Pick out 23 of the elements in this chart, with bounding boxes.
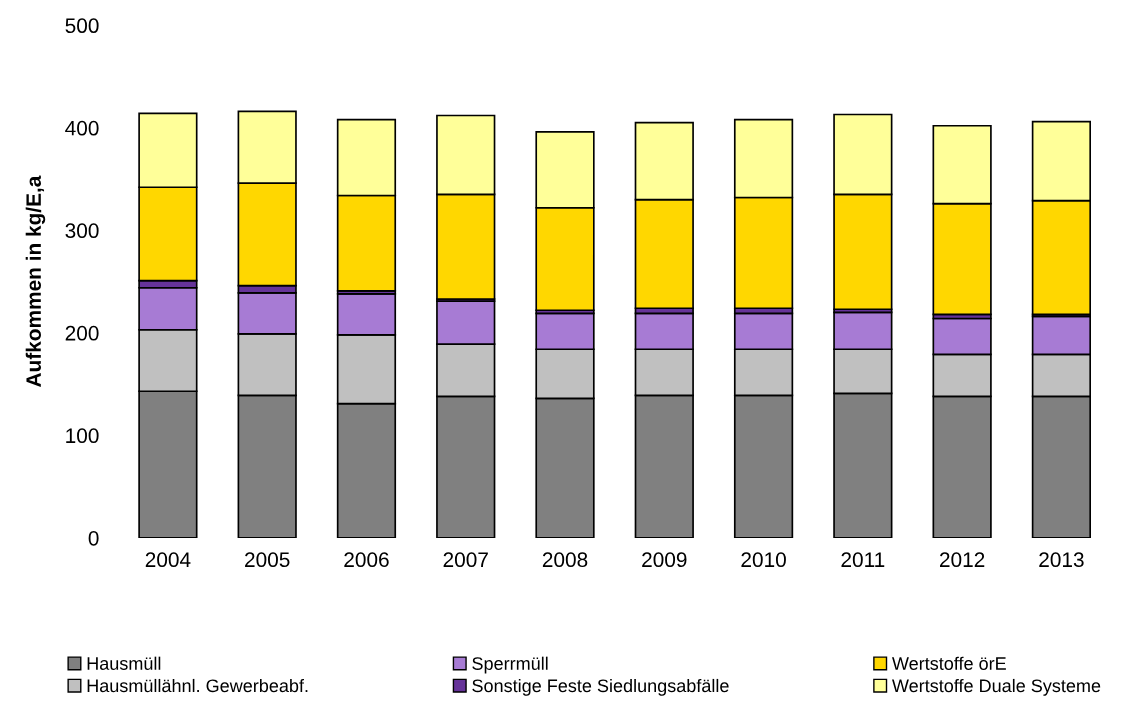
x-tick-label: 2010 (741, 552, 786, 568)
x-tick-label: 2011 (841, 552, 885, 568)
legend-label: Wertstoffe örE (892, 656, 1006, 670)
legend-label: Sonstige Feste Siedlungsabfälle (472, 678, 729, 696)
x-tick-label: 2009 (642, 552, 687, 568)
y-tick-label: 300 (65, 223, 99, 239)
legend-label: Hausmüllähnl. Gewerbeabf. (87, 678, 308, 693)
y-tick-label: 200 (65, 325, 99, 341)
x-tick-label: 2012 (940, 552, 985, 568)
legend-label: Hausmüll (87, 656, 161, 670)
x-tick-label: 2008 (542, 552, 588, 568)
x-tick-label: 2007 (443, 552, 488, 568)
x-tick-label: 2005 (245, 552, 290, 568)
legend-label: Wertstoffe Duale Systeme (892, 678, 1101, 696)
y-tick-label: 0 (88, 530, 99, 546)
y-tick-label: 500 (65, 18, 99, 34)
x-tick-label: 2013 (1039, 552, 1084, 568)
legend-label: Sperrmüll (472, 656, 548, 674)
x-tick-label: 2006 (344, 552, 389, 568)
y-axis-title: Aufkommen in kg/E,a (25, 175, 46, 387)
y-tick-label: 400 (65, 120, 99, 136)
y-tick-label: 100 (66, 428, 99, 444)
x-tick-label: 2004 (145, 552, 191, 568)
